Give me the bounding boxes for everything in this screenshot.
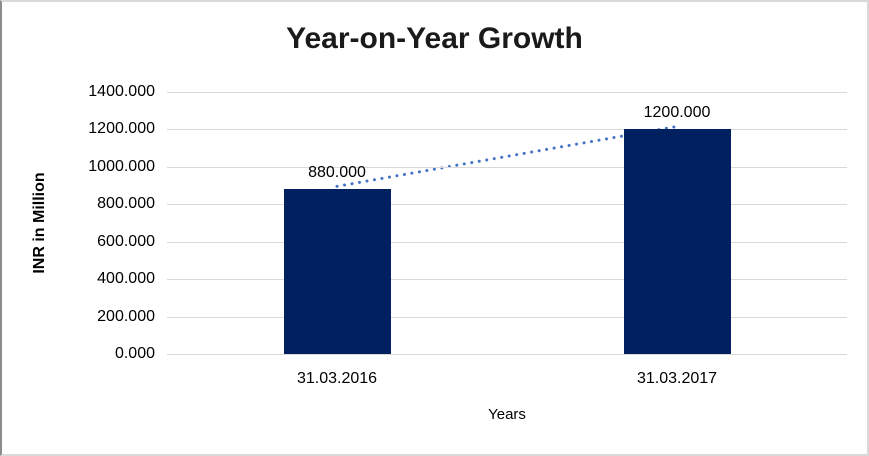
y-axis-tick-label: 400.000 — [97, 270, 155, 288]
y-axis-tick-label: 600.000 — [97, 232, 155, 250]
x-axis-title: Years — [488, 406, 526, 423]
gridline — [167, 354, 847, 355]
y-axis-tick-label: 200.000 — [97, 307, 155, 325]
bar-31.03.2016 — [283, 189, 391, 354]
bar-31.03.2017 — [623, 129, 731, 354]
y-axis-title: INR in Million — [31, 172, 48, 274]
gridline — [167, 166, 847, 168]
data-label: 1200.000 — [643, 104, 711, 122]
gridline — [167, 279, 847, 281]
x-axis-tick-label: 31.03.2016 — [296, 370, 378, 387]
gridline — [167, 92, 847, 93]
gridline — [167, 316, 847, 318]
y-axis-tick-label: 1000.000 — [88, 157, 155, 175]
x-axis-tick-label: 31.03.2017 — [636, 370, 718, 387]
gridline — [167, 204, 847, 206]
chart-title: Year-on-Year Growth — [286, 22, 583, 55]
data-label: 880.000 — [308, 164, 366, 182]
y-axis-tick-label: 0.000 — [114, 345, 155, 362]
gridline — [167, 241, 847, 243]
gridline — [167, 129, 847, 131]
y-axis-tick-label: 1200.000 — [88, 120, 155, 138]
y-axis-tick-label: 800.000 — [97, 195, 155, 213]
y-axis-tick-label: 1400.000 — [88, 83, 155, 100]
